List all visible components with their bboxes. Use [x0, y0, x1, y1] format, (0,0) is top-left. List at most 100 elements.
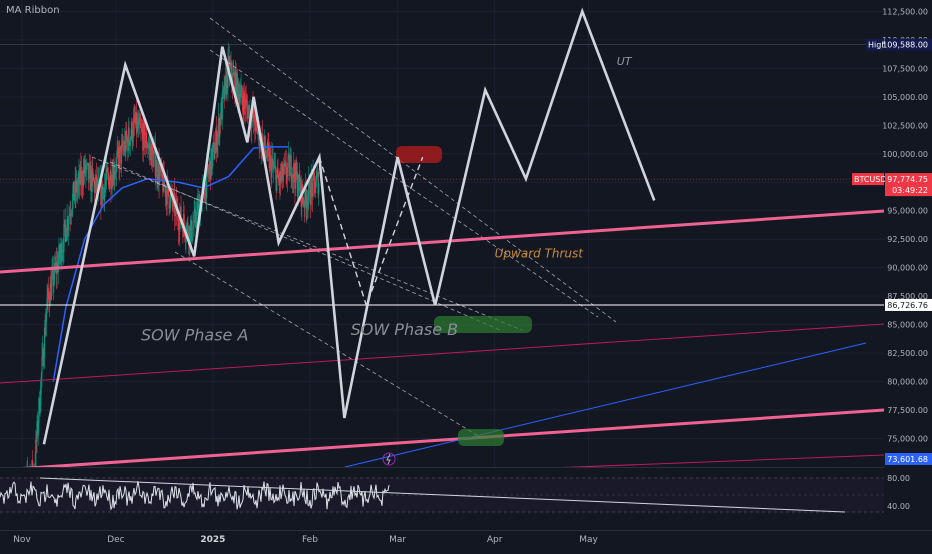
annotation-label: SOW Phase B: [351, 320, 459, 339]
candle-body: [107, 172, 109, 174]
candle-body: [62, 249, 64, 252]
candle-body: [227, 59, 229, 89]
candle-body: [219, 119, 221, 138]
candle-body: [121, 141, 123, 144]
candle-body: [311, 184, 314, 197]
candle-body: [125, 130, 128, 140]
candle-body: [314, 186, 317, 193]
candle-body: [123, 148, 125, 152]
annotation-label: Upward Thrust: [495, 246, 585, 260]
candle-body: [240, 85, 242, 90]
candle-body: [316, 173, 318, 178]
candle-body: [177, 221, 180, 231]
candle-body: [92, 168, 94, 175]
candle-body: [268, 146, 270, 150]
candle-body: [130, 136, 132, 139]
candle-body: [101, 180, 103, 200]
candle-body: [313, 172, 315, 182]
candle-body: [219, 119, 222, 125]
candle-body: [299, 178, 302, 194]
candle-body: [49, 284, 51, 306]
candle-body: [37, 420, 39, 434]
candle-body: [186, 225, 188, 236]
candle-body: [215, 130, 217, 144]
candle-body: [38, 398, 40, 423]
candle-body: [245, 98, 247, 100]
candle-body: [189, 226, 191, 245]
candle-body: [234, 69, 237, 97]
candle-body: [184, 235, 186, 240]
candle-body: [154, 148, 156, 177]
candle-body: [62, 249, 64, 254]
candle-body: [135, 112, 137, 124]
price-tick-label: 92,500.00: [887, 235, 928, 244]
candle-body: [53, 279, 55, 287]
candle-body: [190, 220, 192, 228]
candle-body: [285, 162, 287, 177]
candle-body: [159, 164, 161, 171]
candle-body: [248, 105, 250, 109]
candle-body: [289, 161, 291, 177]
candle-body: [308, 179, 310, 196]
candle-body: [39, 405, 41, 414]
candle-body: [238, 93, 240, 107]
candle-body: [290, 155, 292, 179]
candle-body: [253, 109, 255, 124]
candle-body: [296, 171, 299, 197]
candle-body: [268, 149, 270, 169]
candle-body: [264, 136, 266, 151]
candle-body: [188, 226, 190, 245]
candle-body: [147, 147, 149, 149]
candle-body: [265, 153, 267, 158]
candle-body: [304, 183, 306, 208]
candle-body: [305, 195, 307, 209]
candle-body: [273, 166, 275, 169]
candle-body: [111, 174, 113, 187]
candle-body: [306, 201, 309, 207]
candle-body: [239, 97, 241, 107]
alt-projection-path: [318, 156, 424, 308]
candle-body: [212, 141, 215, 145]
last-price-value: 97,774.75: [887, 175, 928, 184]
candle-body: [52, 267, 54, 273]
candle-body: [102, 187, 104, 200]
candle-body: [61, 253, 63, 262]
candle-body: [50, 284, 52, 300]
candle-body: [179, 216, 181, 232]
candle-body: [40, 380, 42, 406]
candle-body: [125, 130, 127, 153]
last-price-tag: [885, 173, 932, 197]
price-tick-label: 102,500.00: [882, 121, 928, 130]
candle-body: [287, 155, 289, 168]
candle-body: [174, 203, 176, 216]
candle-body: [204, 183, 207, 201]
candle-body: [162, 175, 164, 192]
candle-body: [210, 148, 212, 180]
candle-body: [191, 220, 193, 242]
annotation-label: UT: [617, 55, 633, 68]
candle-body: [264, 150, 267, 154]
candle-body: [303, 203, 305, 205]
candle-body: [80, 170, 83, 185]
candle-body: [244, 101, 246, 109]
candle-body: [116, 153, 118, 159]
candle-body: [44, 327, 46, 335]
rsi-tick-label: 40.00: [887, 502, 910, 511]
candle-body: [278, 178, 280, 181]
candle-body: [314, 181, 316, 193]
candle-body: [247, 108, 249, 119]
flash-icon: [386, 453, 391, 465]
candle-body: [209, 161, 212, 180]
candle-body: [140, 127, 143, 130]
candle-body: [248, 105, 250, 124]
candle-body: [97, 180, 99, 190]
candle-body: [124, 140, 126, 153]
rsi-tick-label: 80.00: [887, 474, 910, 483]
candle-body: [132, 120, 135, 139]
candle-body: [243, 93, 245, 115]
candle-body: [153, 150, 155, 155]
candle-body: [41, 356, 43, 374]
indicator-title[interactable]: MA Ribbon: [6, 5, 60, 16]
